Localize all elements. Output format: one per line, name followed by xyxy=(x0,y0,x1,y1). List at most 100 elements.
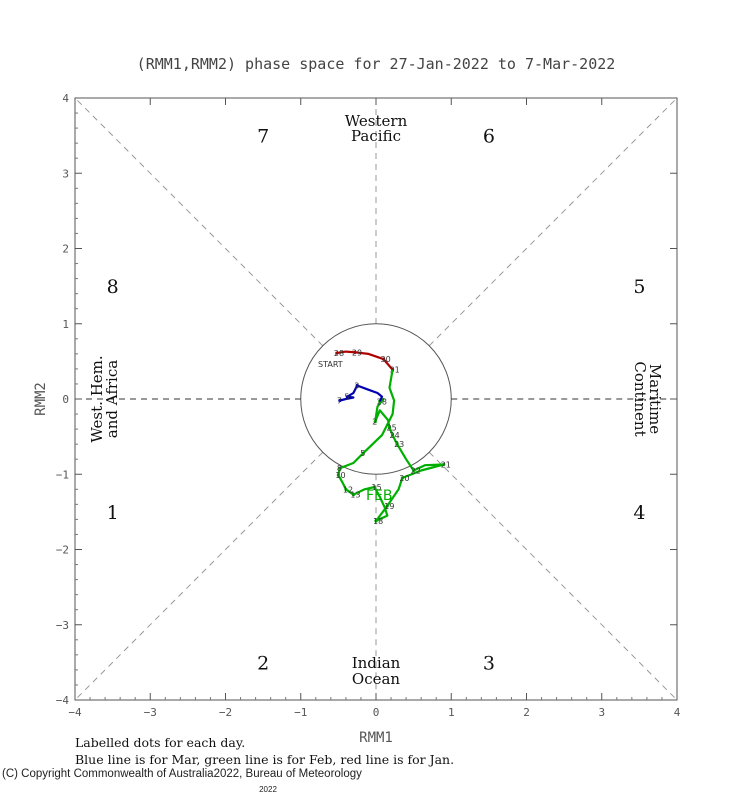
day-label: 5 xyxy=(360,449,365,458)
y-tick-label: −2 xyxy=(56,544,69,557)
y-tick-label: −3 xyxy=(56,619,69,632)
start-label: START xyxy=(318,360,343,369)
phase-number-3: 3 xyxy=(483,652,495,674)
day-label: 20 xyxy=(399,474,409,483)
y-tick-label: 0 xyxy=(62,393,69,406)
day-dot xyxy=(344,487,348,491)
day-label: 31 xyxy=(390,366,400,375)
day-dot xyxy=(355,383,359,388)
x-tick-label: 3 xyxy=(598,706,605,719)
x-tick-label: 4 xyxy=(674,706,681,719)
diagonal-guide xyxy=(74,97,324,347)
x-tick-label: −4 xyxy=(68,706,82,719)
unit-circle xyxy=(300,323,452,475)
day-label: 15 xyxy=(371,483,381,492)
region-label-left: West. Hem. xyxy=(88,355,106,442)
region-label-left: and Africa xyxy=(103,360,121,438)
y-tick-label: 2 xyxy=(62,243,69,256)
day-label: 12 xyxy=(343,485,353,494)
x-tick-label: 2 xyxy=(523,706,530,719)
diagonal-guide xyxy=(428,451,678,701)
phase-guides xyxy=(74,97,678,701)
copyright-year-below: 2022 xyxy=(259,785,277,794)
day-label: 3 xyxy=(354,381,359,390)
day-dot xyxy=(374,519,378,523)
y-tick-label: 4 xyxy=(62,92,69,105)
copyright-bureau: , Bureau of Meteorology xyxy=(239,768,362,780)
day-dot xyxy=(412,468,416,473)
diagonal-guide xyxy=(428,97,678,347)
day-dot xyxy=(373,419,377,424)
day-dot xyxy=(361,451,365,455)
day-label: 10 xyxy=(335,471,345,480)
x-tick-label: −2 xyxy=(219,706,232,719)
day-label: 25 xyxy=(387,424,397,433)
copyright-text: (C) Copyright Commonwealth of Australia2… xyxy=(2,768,362,780)
day-label: 23 xyxy=(394,440,404,449)
day-dot xyxy=(442,462,446,467)
footer-note-1: Labelled dots for each day. xyxy=(75,735,245,750)
region-label-right: Continent xyxy=(631,361,649,436)
day-label: 5 xyxy=(344,393,349,402)
x-tick-label: −1 xyxy=(294,706,307,719)
region-label-bottom: Ocean xyxy=(352,670,401,688)
y-tick-label: 1 xyxy=(62,318,69,331)
day-dot xyxy=(385,504,389,508)
day-label: 8 xyxy=(337,464,342,473)
day-dot xyxy=(335,351,339,355)
day-dot xyxy=(390,433,395,437)
day-label: 30 xyxy=(381,355,391,364)
day-label: 7 xyxy=(337,397,342,406)
y-axis-label: RMM2 xyxy=(33,382,49,416)
day-dot xyxy=(381,357,386,361)
x-tick-label: 0 xyxy=(373,706,380,719)
x-tick-label: −3 xyxy=(144,706,157,719)
day-dot xyxy=(395,442,399,446)
region-label-right: Maritime xyxy=(646,364,664,434)
chart-title: (RMM1,RMM2) phase space for 27-Jan-2022 … xyxy=(137,55,616,73)
phase-number-7: 7 xyxy=(257,126,269,148)
month-label-feb: FEB xyxy=(366,488,393,504)
phase-number-4: 4 xyxy=(633,502,645,524)
day-label: 29 xyxy=(352,348,362,357)
series-line-mar xyxy=(339,384,384,402)
x-axis-label: RMM1 xyxy=(359,730,393,746)
day-label: 28 xyxy=(334,349,344,358)
day-label: 18 xyxy=(373,517,383,526)
series-line-jan xyxy=(336,350,394,371)
copyright-owner: (C) Copyright Commonwealth of Australia xyxy=(2,768,214,780)
footer-note-2: Blue line is for Mar, green line is for … xyxy=(75,752,454,767)
copyright-year: 2022 xyxy=(214,768,240,780)
day-dot xyxy=(351,492,356,497)
region-label-top: Western xyxy=(345,112,408,130)
y-tick-label: −1 xyxy=(56,468,69,481)
day-dot xyxy=(338,398,342,403)
phase-number-8: 8 xyxy=(107,276,119,298)
series-jan: 28 29 30 31 xyxy=(334,348,400,374)
region-label-top: Pacific xyxy=(351,127,401,145)
day-label: 19 xyxy=(384,502,394,511)
day-dot xyxy=(338,466,342,470)
day-label: 28 xyxy=(377,397,387,406)
phase-number-2: 2 xyxy=(257,652,269,674)
day-label: 2 xyxy=(372,418,377,427)
phase-number-6: 6 xyxy=(483,126,495,148)
phase-number-5: 5 xyxy=(633,276,645,298)
x-tick-label: 1 xyxy=(448,706,455,719)
series-mar: 357 xyxy=(337,381,384,406)
day-label: 24 xyxy=(390,431,400,440)
day-label: 22 xyxy=(411,466,421,475)
diagonal-guide xyxy=(74,451,324,701)
y-tick-label: −4 xyxy=(56,694,70,707)
day-dot xyxy=(387,425,392,430)
day-label: 21 xyxy=(441,460,451,469)
day-dot xyxy=(372,485,377,489)
phase-number-1: 1 xyxy=(107,502,119,524)
day-dot xyxy=(353,350,357,354)
